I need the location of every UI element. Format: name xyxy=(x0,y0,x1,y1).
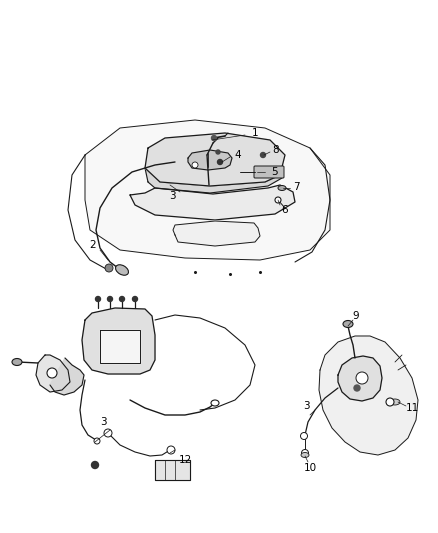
Text: 9: 9 xyxy=(352,311,358,321)
Polygon shape xyxy=(337,356,381,401)
Circle shape xyxy=(217,159,222,165)
Text: 3: 3 xyxy=(99,417,106,427)
Polygon shape xyxy=(318,336,417,455)
Circle shape xyxy=(355,372,367,384)
Polygon shape xyxy=(130,185,294,220)
Polygon shape xyxy=(82,308,155,374)
Text: 8: 8 xyxy=(272,145,279,155)
Circle shape xyxy=(91,462,98,469)
Text: 5: 5 xyxy=(271,167,278,177)
Text: 6: 6 xyxy=(281,205,288,215)
Text: 4: 4 xyxy=(234,150,241,160)
Polygon shape xyxy=(100,330,140,363)
Polygon shape xyxy=(85,120,329,260)
Text: 10: 10 xyxy=(303,463,316,473)
Circle shape xyxy=(385,398,393,406)
Text: 12: 12 xyxy=(178,455,191,465)
Ellipse shape xyxy=(277,185,285,190)
Text: 3: 3 xyxy=(302,401,309,411)
Circle shape xyxy=(215,150,219,154)
Ellipse shape xyxy=(115,265,128,275)
Polygon shape xyxy=(173,221,259,246)
Circle shape xyxy=(300,432,307,440)
Circle shape xyxy=(166,446,175,454)
FancyBboxPatch shape xyxy=(254,166,283,178)
Text: 2: 2 xyxy=(89,240,96,250)
Circle shape xyxy=(95,296,100,302)
Circle shape xyxy=(94,438,100,444)
Text: 11: 11 xyxy=(404,403,418,413)
Polygon shape xyxy=(50,358,84,395)
Circle shape xyxy=(211,135,216,141)
Text: 7: 7 xyxy=(292,182,299,192)
Circle shape xyxy=(105,264,113,272)
Ellipse shape xyxy=(342,320,352,327)
Ellipse shape xyxy=(389,399,399,405)
Text: 1: 1 xyxy=(251,128,258,138)
Polygon shape xyxy=(145,168,281,193)
Ellipse shape xyxy=(12,359,22,366)
Circle shape xyxy=(132,296,137,302)
Circle shape xyxy=(260,152,265,157)
Polygon shape xyxy=(145,133,284,186)
Circle shape xyxy=(353,385,359,391)
Circle shape xyxy=(47,368,57,378)
Ellipse shape xyxy=(300,453,308,457)
Text: 3: 3 xyxy=(168,191,175,201)
Circle shape xyxy=(107,296,112,302)
Polygon shape xyxy=(187,150,231,170)
Circle shape xyxy=(274,197,280,203)
Circle shape xyxy=(104,429,112,437)
Circle shape xyxy=(119,296,124,302)
Ellipse shape xyxy=(211,400,219,406)
Circle shape xyxy=(301,449,308,456)
Polygon shape xyxy=(36,355,70,392)
Polygon shape xyxy=(155,460,190,480)
Circle shape xyxy=(191,162,198,168)
